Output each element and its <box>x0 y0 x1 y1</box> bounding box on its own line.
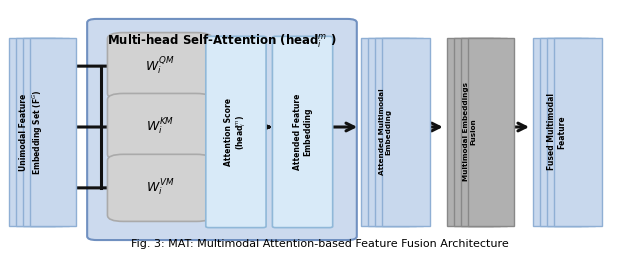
FancyBboxPatch shape <box>461 38 506 226</box>
FancyBboxPatch shape <box>547 38 595 226</box>
FancyBboxPatch shape <box>375 38 423 226</box>
FancyBboxPatch shape <box>9 38 55 226</box>
Text: $W_i^{VM}$: $W_i^{VM}$ <box>145 178 174 198</box>
Text: Multimodal Embeddings
Fusion: Multimodal Embeddings Fusion <box>463 83 476 181</box>
FancyBboxPatch shape <box>108 33 212 100</box>
FancyBboxPatch shape <box>108 93 212 161</box>
FancyBboxPatch shape <box>468 38 513 226</box>
FancyBboxPatch shape <box>540 38 588 226</box>
FancyBboxPatch shape <box>16 38 62 226</box>
FancyBboxPatch shape <box>206 36 266 228</box>
Text: Fused Multimodal
Feature: Fused Multimodal Feature <box>547 93 566 170</box>
Text: $W_i^{QM}$: $W_i^{QM}$ <box>145 55 175 77</box>
Text: Attention Score
(head$_i^m$): Attention Score (head$_i^m$) <box>224 98 248 166</box>
FancyBboxPatch shape <box>382 38 429 226</box>
FancyBboxPatch shape <box>533 38 580 226</box>
FancyBboxPatch shape <box>87 19 356 240</box>
Text: Attended Multimodal
Embedding: Attended Multimodal Embedding <box>378 89 392 175</box>
FancyBboxPatch shape <box>273 36 333 228</box>
FancyBboxPatch shape <box>108 154 212 221</box>
Text: Fig. 3: MAT: Multimodal Attention-based Feature Fusion Architecture: Fig. 3: MAT: Multimodal Attention-based … <box>131 239 509 249</box>
FancyBboxPatch shape <box>447 38 493 226</box>
FancyBboxPatch shape <box>454 38 500 226</box>
Text: Multi-head Self-Attention (head$_i^m$ ): Multi-head Self-Attention (head$_i^m$ ) <box>107 33 337 50</box>
FancyBboxPatch shape <box>23 38 68 226</box>
FancyBboxPatch shape <box>554 38 602 226</box>
FancyBboxPatch shape <box>368 38 416 226</box>
Text: $W_i^{KM}$: $W_i^{KM}$ <box>146 117 174 137</box>
Text: Attended Feature
Embedding: Attended Feature Embedding <box>293 94 312 170</box>
FancyBboxPatch shape <box>30 38 76 226</box>
FancyBboxPatch shape <box>361 38 409 226</box>
Text: Unimodal Feature
Embedding Set (F$^G$): Unimodal Feature Embedding Set (F$^G$) <box>19 89 45 175</box>
